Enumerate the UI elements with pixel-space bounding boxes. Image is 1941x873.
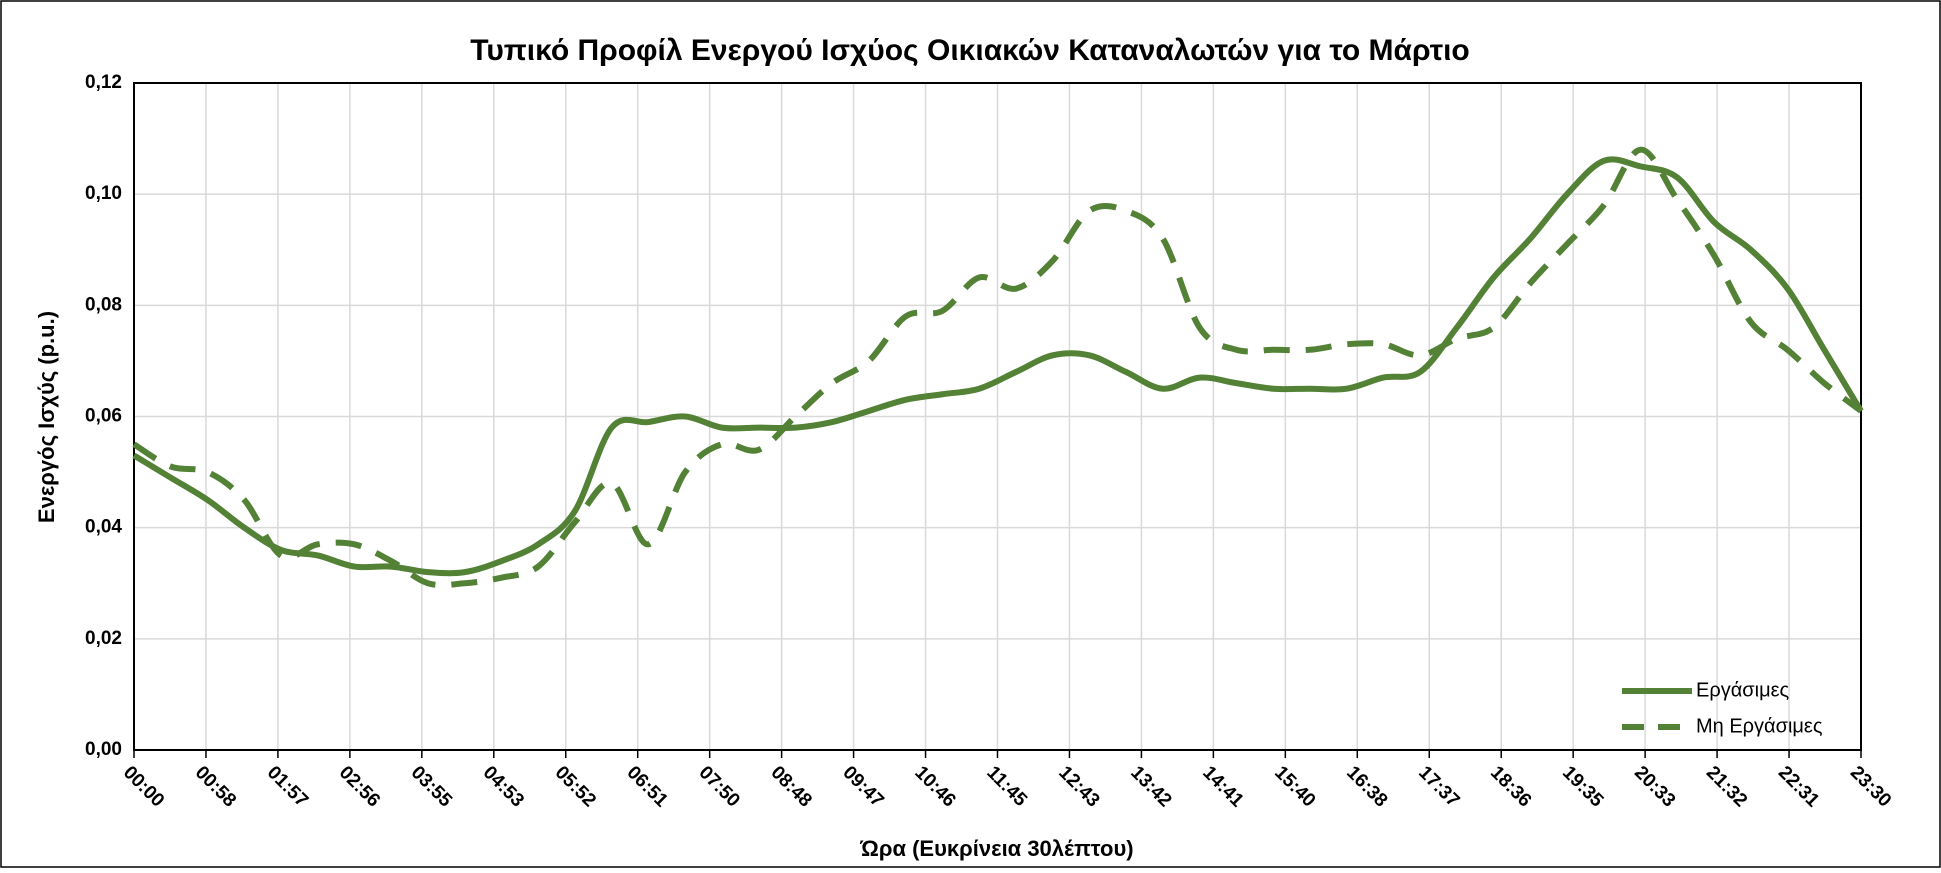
y-tick-label: 0,10 <box>85 183 122 204</box>
legend-label: Εργάσιμες <box>1696 679 1790 701</box>
y-tick-label: 0,04 <box>85 517 122 538</box>
y-tick-label: 0,02 <box>85 628 122 649</box>
x-axis-label: Ώρα (Ευκρίνεια 30λέπτου) <box>859 836 1133 861</box>
y-axis-label: Ενεργός Ισχύς (p.u.) <box>34 311 59 523</box>
y-tick-label: 0,00 <box>85 739 122 760</box>
chart-title: Τυπικό Προφίλ Ενεργού Ισχύος Οικιακών Κα… <box>470 34 1470 67</box>
line <box>132 156 1864 577</box>
line <box>132 146 1863 589</box>
y-tick-label: 0,06 <box>85 406 122 427</box>
plot-frame <box>133 82 1862 751</box>
y-tick-label: 0,12 <box>85 72 122 93</box>
legend-label: Μη Εργάσιμες <box>1696 715 1823 737</box>
y-tick-label: 0,08 <box>85 294 122 315</box>
